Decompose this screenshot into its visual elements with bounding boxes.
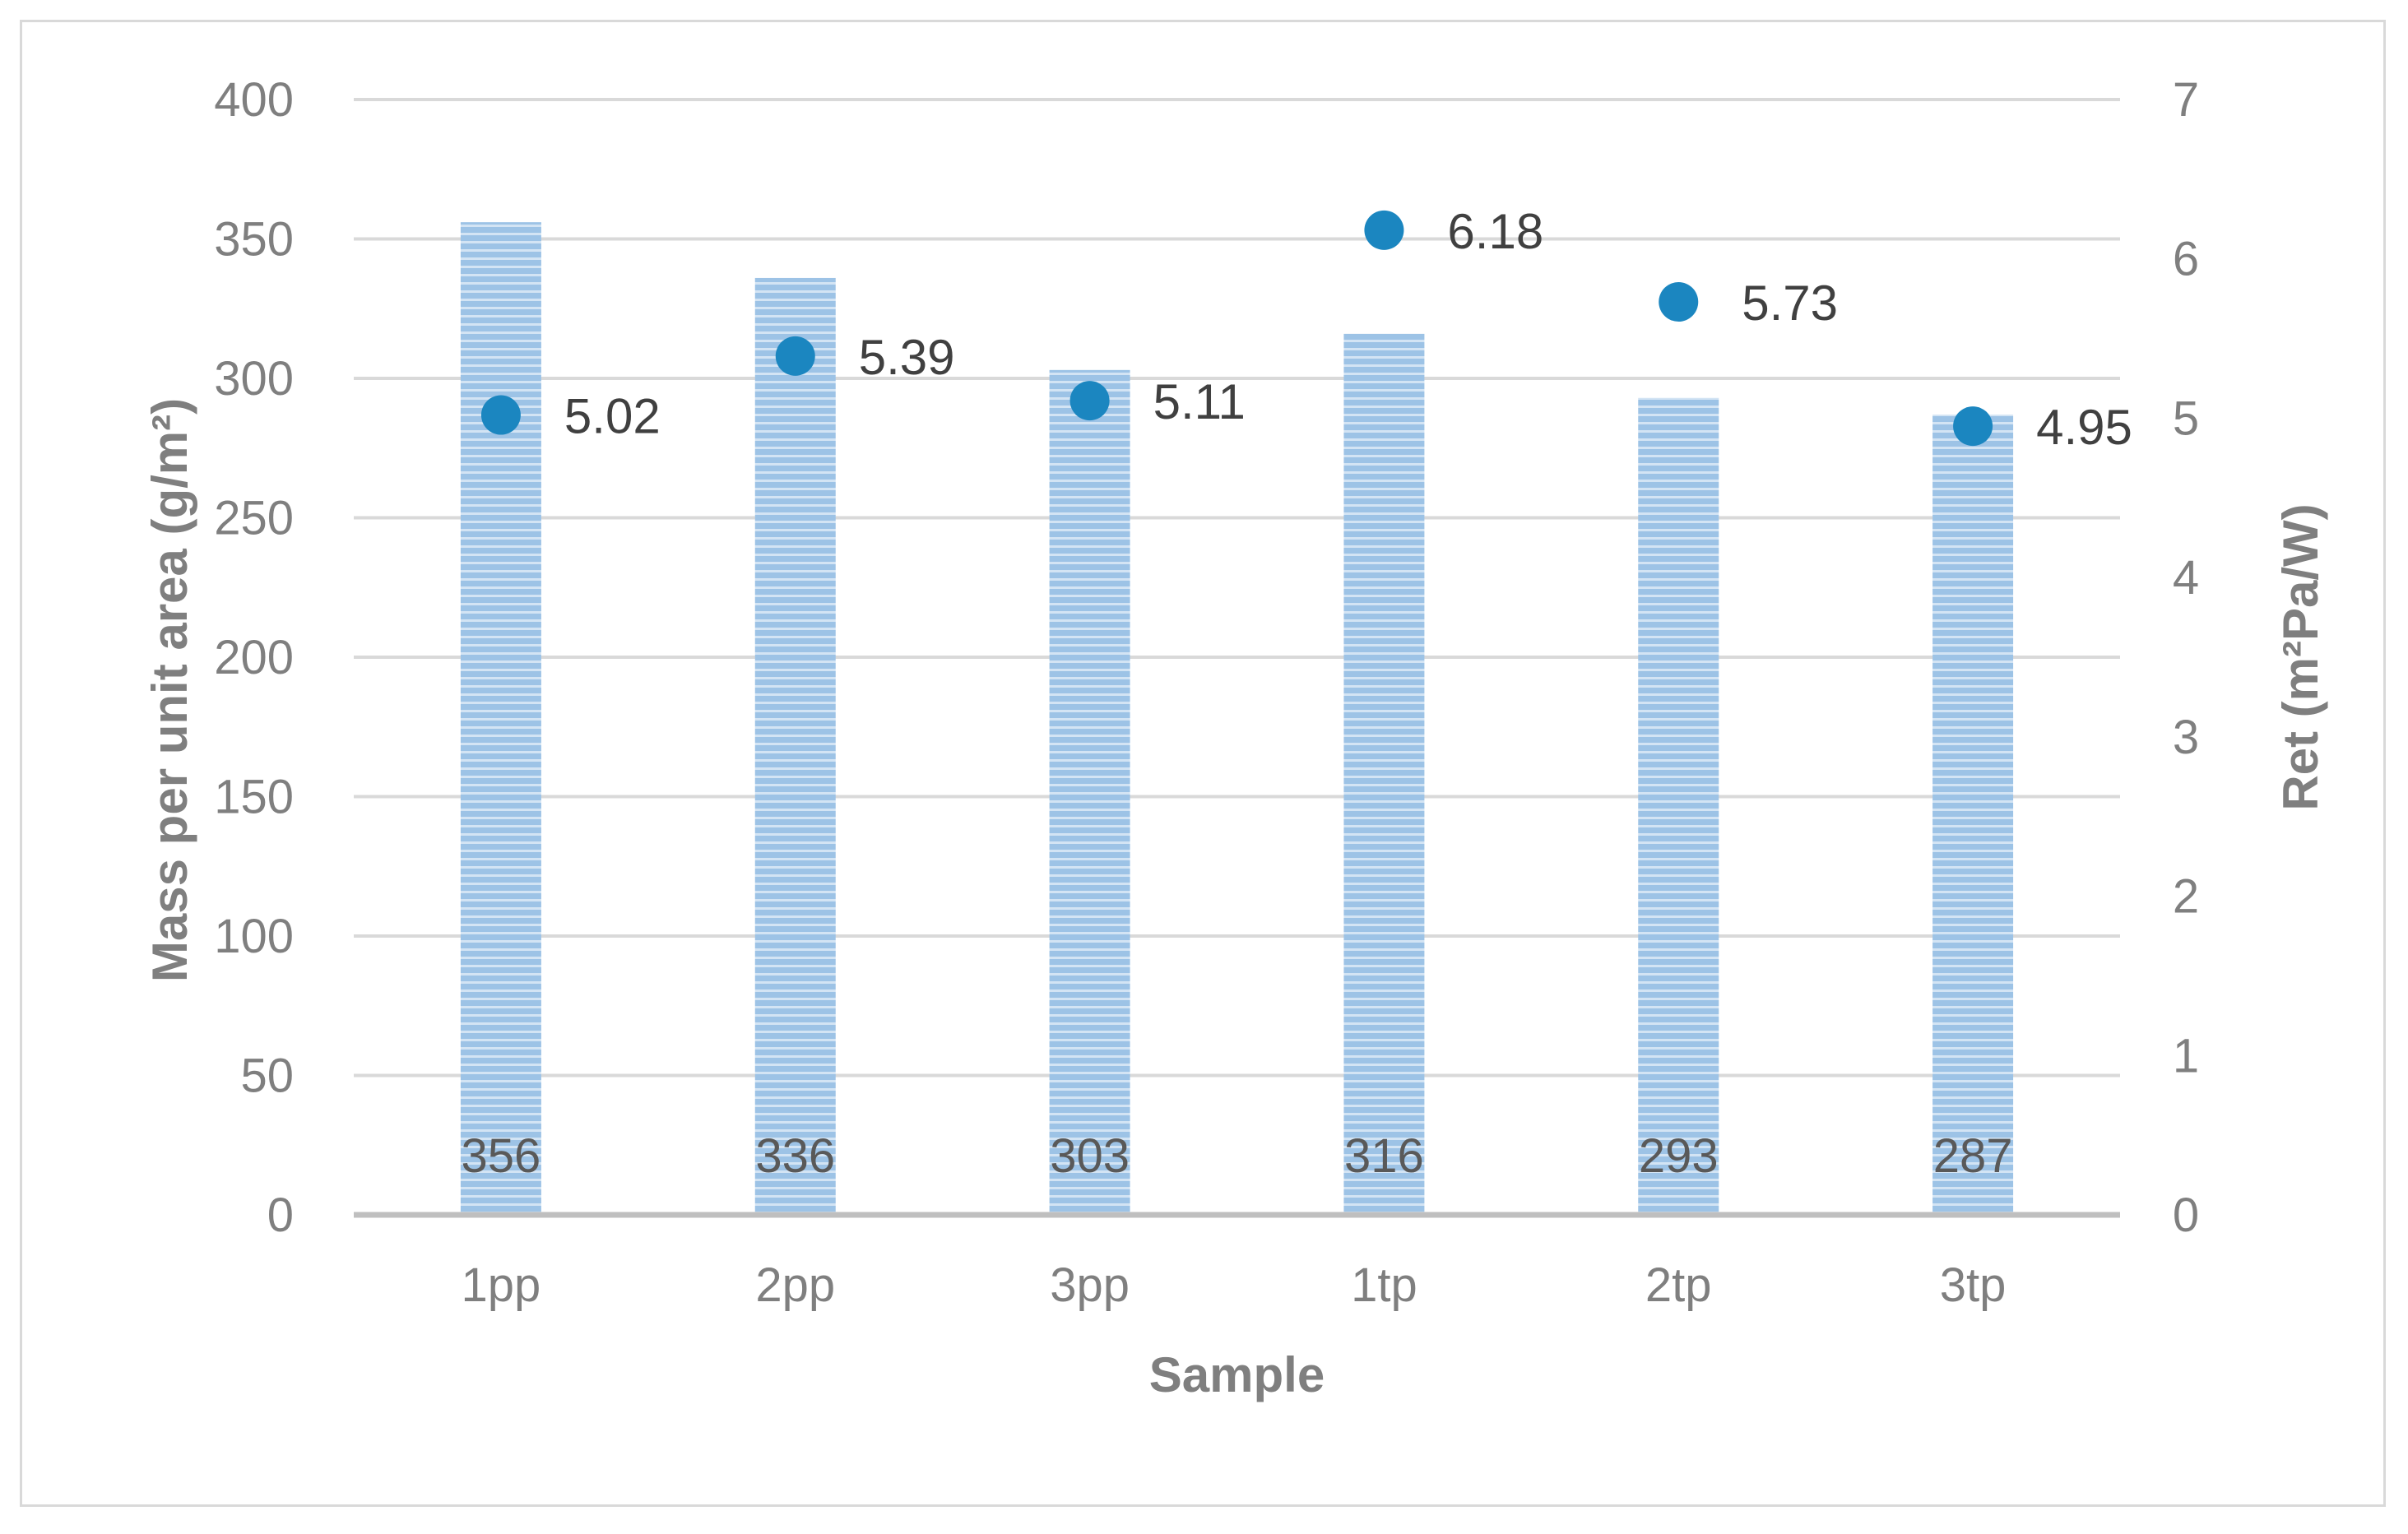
y2-tick-label: 3 — [2173, 711, 2199, 764]
y-tick-label: 400 — [214, 73, 294, 127]
y-tick-label: 150 — [214, 771, 294, 824]
chart-frame: 0 50 100 150 200 250 300 350 400 0 1 2 3 4 5 6 7 1pp 2pp 3p… — [20, 20, 2386, 1507]
data-point — [1364, 210, 1404, 250]
bar-data-label: 287 — [1933, 1129, 2013, 1183]
bar — [1638, 397, 1719, 1216]
data-point — [1069, 381, 1110, 421]
y2-tick-label: 4 — [2173, 551, 2199, 605]
x-tick-label: 1tp — [1351, 1258, 1417, 1312]
x-axis-title: Sample — [1149, 1347, 1325, 1402]
y-tick-label: 200 — [214, 631, 294, 684]
y-tick-label: 0 — [267, 1189, 294, 1242]
point-series — [480, 210, 1993, 447]
bar-data-label: 293 — [1639, 1129, 1719, 1183]
y2-tick-label: 7 — [2173, 73, 2199, 127]
point-data-label: 4.95 — [2036, 400, 2132, 455]
axes: 0 50 100 150 200 250 300 350 400 0 1 2 3 4 5 6 7 1pp 2pp 3p… — [214, 73, 2199, 1312]
point-data-label: 5.73 — [1742, 276, 1838, 331]
point-data-label: 5.02 — [564, 389, 661, 444]
data-point — [480, 395, 521, 435]
y2-tick-label: 6 — [2173, 233, 2199, 286]
point-data-label: 5.11 — [1153, 374, 1246, 429]
data-point — [775, 336, 815, 376]
y-tick-label: 300 — [214, 352, 294, 406]
y2-tick-label: 1 — [2173, 1029, 2199, 1082]
x-tick-label: 2pp — [755, 1258, 835, 1312]
gridlines — [354, 98, 2120, 1078]
bar-data-label: 336 — [755, 1129, 835, 1183]
y2-tick-label: 2 — [2173, 870, 2199, 924]
point-data-label: 6.18 — [1447, 204, 1543, 259]
data-point — [1953, 406, 1993, 447]
bar — [1049, 369, 1130, 1216]
x-tick-label: 1pp — [462, 1258, 541, 1312]
bar — [1932, 415, 2014, 1215]
y2-tick-label: 0 — [2173, 1189, 2199, 1242]
y-tick-label: 50 — [240, 1050, 294, 1103]
y-axis-title: Mass per unit area (g/m²) — [142, 398, 197, 982]
x-tick-label: 2tp — [1645, 1258, 1712, 1312]
bar-series — [460, 222, 2014, 1216]
y-tick-label: 250 — [214, 492, 294, 545]
x-tick-label: 3pp — [1050, 1258, 1130, 1312]
bar-data-label: 356 — [462, 1129, 541, 1183]
labels: Sample Mass per unit area (g/m²) Ret (m²… — [142, 204, 2328, 1402]
y-tick-label: 350 — [214, 213, 294, 266]
y2-axis-title: Ret (m²Pa/W) — [2273, 503, 2328, 810]
y-tick-label: 100 — [214, 910, 294, 963]
y2-tick-label: 5 — [2173, 392, 2199, 445]
combo-chart: 0 50 100 150 200 250 300 350 400 0 1 2 3 4 5 6 7 1pp 2pp 3p… — [142, 73, 2328, 1402]
x-tick-label: 3tp — [1940, 1258, 2007, 1312]
bar — [460, 222, 541, 1215]
point-data-label: 5.39 — [859, 330, 955, 385]
bar-data-label: 303 — [1050, 1129, 1130, 1183]
bar — [1343, 333, 1425, 1215]
bar-data-label: 316 — [1344, 1129, 1424, 1183]
data-point — [1659, 282, 1699, 322]
bar — [754, 277, 836, 1216]
